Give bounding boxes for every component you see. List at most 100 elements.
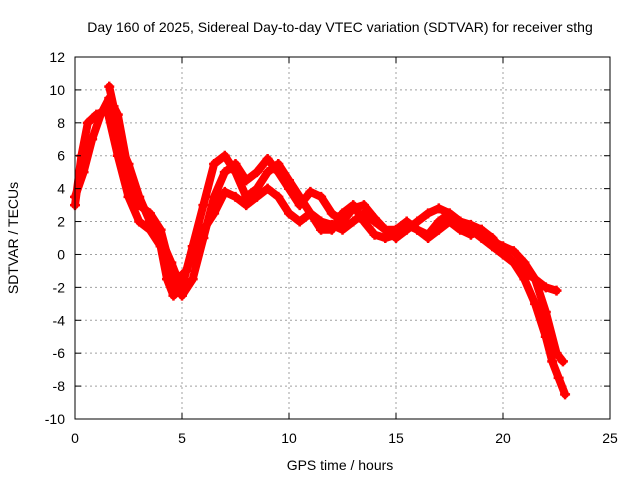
x-tick-label: 0 <box>71 430 79 446</box>
data-point <box>358 216 369 227</box>
data-point <box>401 219 412 230</box>
data-point <box>284 183 294 194</box>
y-tick-label: -8 <box>53 378 66 394</box>
data-point <box>540 282 551 293</box>
data-point <box>487 233 498 243</box>
data-point <box>166 257 177 268</box>
data-point <box>423 233 434 243</box>
y-tick-labels: 12 10 8 6 4 2 0 -2 -4 -6 -8 -10 <box>45 49 65 427</box>
data-point <box>508 257 519 268</box>
data-point <box>230 191 241 202</box>
data-point <box>262 183 273 194</box>
data-point <box>168 290 179 301</box>
data-point <box>187 274 198 285</box>
y-tick-label: 12 <box>49 49 65 65</box>
y-tick-label: 10 <box>49 82 65 98</box>
y-tick-label: -2 <box>53 279 66 295</box>
y-tick-label: 6 <box>57 148 65 164</box>
data-point <box>326 224 337 235</box>
x-tick-label: 20 <box>495 430 511 446</box>
data-point <box>412 224 423 235</box>
data-point <box>219 167 230 178</box>
data-point <box>198 200 209 211</box>
data-point <box>155 233 166 243</box>
data-point <box>95 109 106 120</box>
data-point <box>560 389 571 400</box>
data-point <box>241 175 252 186</box>
data-point <box>123 158 134 169</box>
data-point <box>465 219 476 230</box>
data-point <box>423 208 434 219</box>
data-point <box>519 274 530 285</box>
data-point <box>369 229 380 240</box>
data-point <box>530 298 541 309</box>
data-point <box>337 208 348 219</box>
data-point <box>134 191 145 202</box>
data-point <box>433 224 444 235</box>
y-tick-label: 8 <box>57 115 65 131</box>
x-tick-label: 25 <box>602 430 618 446</box>
x-tick-labels: 0 5 10 15 20 25 <box>71 430 618 446</box>
data-point <box>498 246 508 257</box>
y-tick-label: -6 <box>53 345 66 361</box>
series-satellite-track-3 <box>104 81 571 400</box>
plot-frame <box>74 56 611 420</box>
data-point <box>294 200 305 211</box>
data-point <box>144 216 155 227</box>
data-point <box>540 307 551 318</box>
plot-series <box>70 81 571 400</box>
data-point <box>553 372 564 383</box>
data-point <box>82 117 93 128</box>
data-point <box>134 216 145 227</box>
data-point <box>316 191 327 202</box>
data-point <box>198 224 209 235</box>
data-point <box>189 241 200 252</box>
data-point <box>305 186 316 197</box>
data-point <box>219 186 230 197</box>
data-point <box>391 229 401 240</box>
data-point <box>294 216 305 227</box>
data-point <box>455 224 466 235</box>
data-point <box>251 167 262 178</box>
y-tick-label: 4 <box>57 181 65 197</box>
chart-title: Day 160 of 2025, Sidereal Day-to-day VTE… <box>87 19 593 35</box>
data-point <box>433 203 444 214</box>
data-point <box>508 246 519 257</box>
data-point <box>284 208 294 219</box>
data-point <box>358 200 369 211</box>
x-tick-label: 5 <box>178 430 186 446</box>
data-point <box>547 356 558 367</box>
data-point <box>123 191 134 202</box>
data-point <box>262 167 273 178</box>
data-point <box>87 134 98 145</box>
y-tick-label: 2 <box>57 214 65 230</box>
data-point <box>181 265 192 276</box>
data-point <box>540 331 551 342</box>
y-tick-label: -10 <box>45 411 65 427</box>
data-point <box>369 213 380 224</box>
y-tick-label: 0 <box>57 246 65 262</box>
data-point <box>262 154 273 165</box>
data-point <box>557 356 568 367</box>
data-point <box>112 134 123 145</box>
x-axis-label: GPS time / hours <box>287 457 394 473</box>
data-point <box>172 274 183 285</box>
data-point <box>530 274 541 285</box>
data-point <box>251 191 262 202</box>
axis-ticks <box>74 56 611 420</box>
y-tick-label: -4 <box>53 312 66 328</box>
data-point <box>273 167 284 178</box>
data-point <box>241 200 252 211</box>
x-tick-label: 15 <box>388 430 404 446</box>
data-point <box>348 200 359 211</box>
data-point <box>177 290 187 301</box>
data-point <box>380 233 391 243</box>
data-point <box>78 167 89 178</box>
data-point <box>316 224 327 235</box>
data-point <box>444 216 455 227</box>
data-point <box>108 101 119 112</box>
data-point <box>326 208 337 219</box>
data-point <box>209 158 220 169</box>
